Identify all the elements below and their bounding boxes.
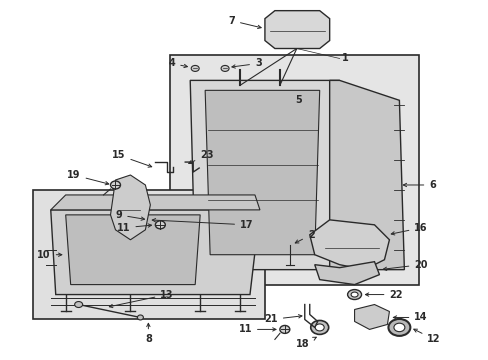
Ellipse shape bbox=[137, 315, 143, 320]
Ellipse shape bbox=[110, 181, 120, 189]
Ellipse shape bbox=[75, 302, 82, 307]
Polygon shape bbox=[51, 195, 260, 210]
Polygon shape bbox=[314, 262, 379, 285]
Text: 17: 17 bbox=[152, 219, 253, 230]
Text: 11: 11 bbox=[117, 223, 151, 233]
Polygon shape bbox=[264, 11, 329, 49]
Polygon shape bbox=[205, 90, 319, 255]
Polygon shape bbox=[190, 80, 339, 270]
Text: 21: 21 bbox=[264, 314, 301, 324]
Polygon shape bbox=[51, 210, 260, 294]
Text: 8: 8 bbox=[144, 323, 151, 345]
Ellipse shape bbox=[191, 66, 199, 71]
Text: 2: 2 bbox=[295, 230, 314, 243]
Ellipse shape bbox=[393, 323, 404, 332]
Text: 5: 5 bbox=[294, 95, 301, 105]
Text: 15: 15 bbox=[112, 150, 151, 167]
Ellipse shape bbox=[310, 320, 328, 334]
Text: 18: 18 bbox=[296, 337, 316, 349]
Bar bbox=[33, 190, 264, 319]
Ellipse shape bbox=[279, 325, 289, 333]
Text: 9: 9 bbox=[115, 210, 144, 220]
Text: 14: 14 bbox=[392, 312, 427, 323]
Text: 13: 13 bbox=[109, 289, 173, 308]
Text: 6: 6 bbox=[403, 180, 435, 190]
Polygon shape bbox=[354, 305, 388, 329]
Text: 23: 23 bbox=[188, 150, 213, 163]
Text: 19: 19 bbox=[67, 170, 108, 185]
Ellipse shape bbox=[315, 324, 324, 331]
Text: 12: 12 bbox=[413, 329, 440, 345]
Text: 1: 1 bbox=[341, 54, 347, 63]
Ellipse shape bbox=[350, 292, 357, 297]
Polygon shape bbox=[309, 220, 388, 270]
Text: 22: 22 bbox=[365, 289, 402, 300]
Text: 4: 4 bbox=[168, 58, 187, 68]
Polygon shape bbox=[65, 215, 200, 285]
Text: 16: 16 bbox=[390, 223, 427, 235]
Ellipse shape bbox=[155, 221, 165, 229]
Polygon shape bbox=[329, 80, 404, 270]
Text: 20: 20 bbox=[383, 260, 427, 270]
Text: 3: 3 bbox=[231, 58, 261, 68]
Polygon shape bbox=[110, 175, 150, 240]
Ellipse shape bbox=[221, 66, 228, 71]
Bar bbox=[170, 55, 419, 285]
Ellipse shape bbox=[347, 289, 361, 300]
Text: 11: 11 bbox=[238, 324, 275, 334]
Text: 7: 7 bbox=[228, 15, 261, 28]
Ellipse shape bbox=[387, 319, 409, 336]
Text: 10: 10 bbox=[37, 250, 61, 260]
